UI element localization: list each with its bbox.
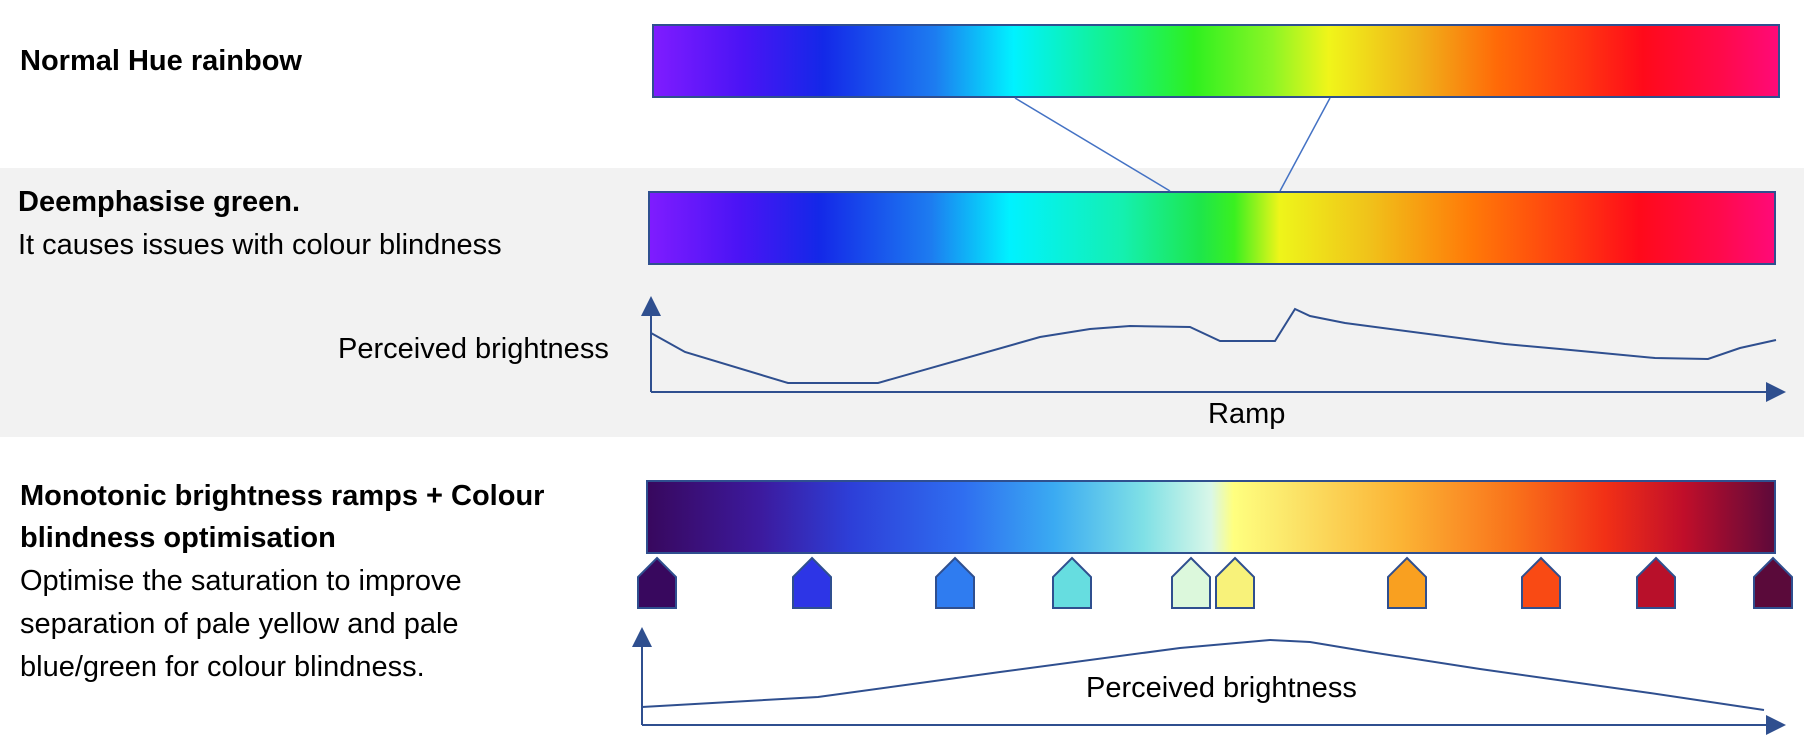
monotonic-title-line1: Monotonic brightness ramps + Colour — [20, 480, 545, 512]
connector-line-green-end — [1279, 97, 1331, 192]
colour-stop-marker — [1636, 556, 1676, 609]
monotonic-body-line1: Optimise the saturation to improve — [20, 565, 462, 597]
deemphasise-title: Deemphasise green. — [18, 186, 301, 218]
colour-stop-marker — [1387, 556, 1427, 609]
deemph-brightness-curve — [650, 307, 1777, 384]
colour-stop-marker — [1753, 556, 1793, 609]
monotonic-brightness-ramp — [646, 480, 1776, 554]
colour-stop-marker — [1052, 556, 1092, 609]
colour-stop-marker — [637, 556, 677, 609]
monotonic-brightness-label: Perceived brightness — [1086, 672, 1357, 704]
deemphasised-green-ramp — [648, 191, 1776, 265]
colour-stop-marker — [1521, 556, 1561, 609]
colour-stop-marker — [792, 556, 832, 609]
ramp-xlabel: Ramp — [1208, 398, 1286, 430]
monotonic-body-line2: separation of pale yellow and pale — [20, 608, 459, 640]
colour-stop-marker — [1215, 556, 1255, 609]
colour-stop-markers — [637, 556, 1793, 609]
colour-stop-marker — [935, 556, 975, 609]
colour-stop-marker — [1171, 556, 1211, 609]
mono-brightness-curve — [641, 638, 1765, 711]
perceived-brightness-ylabel: Perceived brightness — [338, 333, 609, 365]
deemphasise-subtitle: It causes issues with colour blindness — [18, 229, 502, 261]
connector-line-green-start — [1014, 97, 1171, 192]
monotonic-body-line3: blue/green for colour blindness. — [20, 651, 425, 683]
monotonic-title-line2: blindness optimisation — [20, 522, 336, 554]
normal-rainbow-title: Normal Hue rainbow — [20, 45, 302, 77]
normal-hue-rainbow-ramp — [652, 24, 1780, 98]
